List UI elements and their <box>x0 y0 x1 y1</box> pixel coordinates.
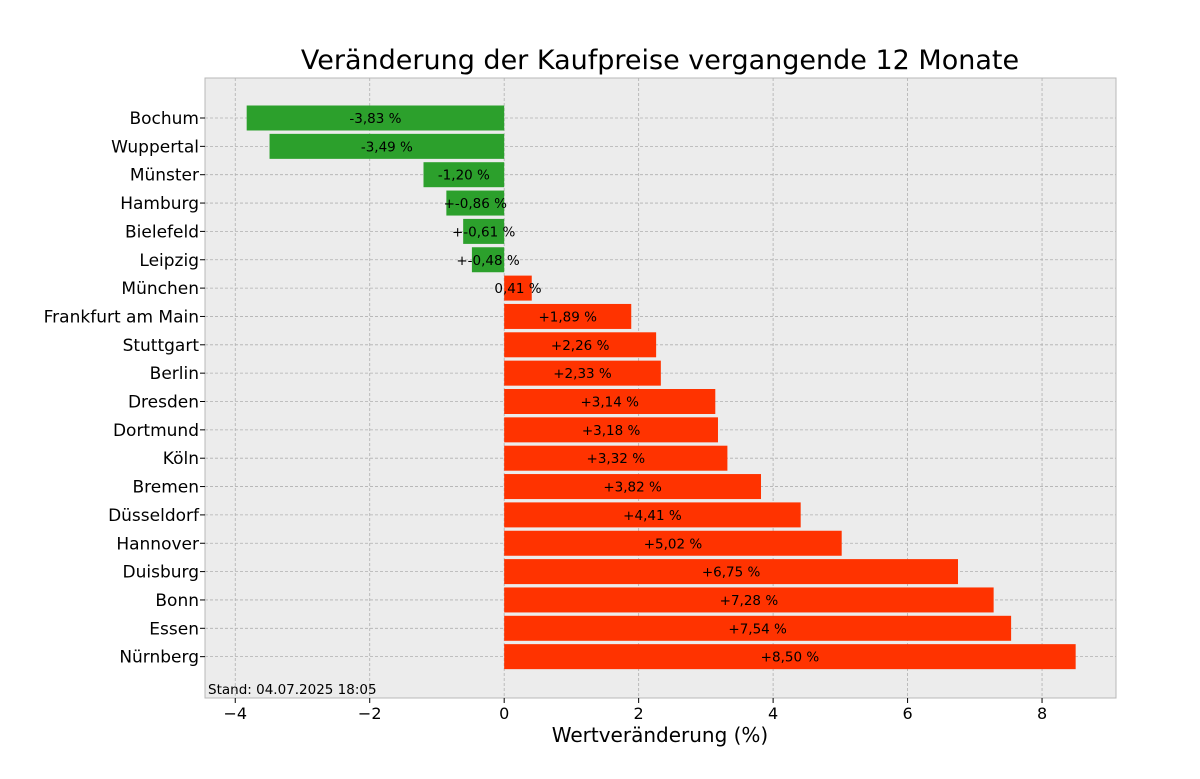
y-axis-ticks: Bochum Wuppertal Münster Hamburg Bielefeld Le… <box>44 109 205 668</box>
bar-value-label: +3,82 % <box>603 480 662 496</box>
bar <box>504 474 762 500</box>
y-tick-label: Bremen <box>132 478 199 498</box>
bar-value-label: +-0,86 % <box>444 196 508 212</box>
bar-value-label: +4,41 % <box>623 508 682 524</box>
y-tick-label: Leipzig <box>139 251 199 271</box>
y-tick-label: Bonn <box>155 591 199 611</box>
bar-value-label: +6,75 % <box>702 565 761 581</box>
bar-value-label: +-0,48 % <box>456 253 520 269</box>
y-tick-label: Bochum <box>129 109 199 129</box>
y-tick-label: Frankfurt am Main <box>44 307 199 327</box>
bar <box>504 615 1012 641</box>
bar <box>504 587 994 613</box>
y-tick-label: Bielefeld <box>125 222 199 242</box>
y-tick-label: Dortmund <box>113 421 199 441</box>
bar <box>269 133 505 159</box>
bar-value-label: +1,89 % <box>538 309 597 325</box>
bar-value-label: +5,02 % <box>644 536 703 552</box>
bar <box>504 445 728 471</box>
y-tick-label: München <box>121 279 199 299</box>
chart-title: Veränderung der Kaufpreise vergangende 1… <box>301 45 1019 76</box>
x-tick-label: −2 <box>358 704 382 723</box>
bar <box>504 303 632 329</box>
bar-value-label: -3,49 % <box>361 139 413 155</box>
bar-value-label: +2,26 % <box>551 338 610 354</box>
y-tick-label: Hannover <box>116 534 199 554</box>
bar-value-label: +7,54 % <box>728 621 787 637</box>
bar-value-label: +3,32 % <box>587 451 646 467</box>
bar <box>446 190 505 216</box>
y-tick-label: Nürnberg <box>119 648 199 668</box>
bar-labels: -3,83 % -3,49 % -1,20 % +-0,86 % +-0,61 % +-0… <box>349 111 819 666</box>
y-tick-label: Wuppertal <box>111 137 199 157</box>
y-tick-label: Essen <box>149 619 199 639</box>
x-axis-label: Wertveränderung (%) <box>552 723 769 747</box>
y-tick-label: Berlin <box>150 364 199 384</box>
bar <box>504 389 716 414</box>
bar <box>504 417 718 443</box>
bar <box>504 275 532 301</box>
bar <box>504 502 801 528</box>
bar <box>504 530 842 556</box>
y-tick-label: Duisburg <box>123 563 200 583</box>
bar-value-label: +3,18 % <box>582 423 641 439</box>
bar-value-label: +3,14 % <box>580 395 639 411</box>
timestamp-note: Stand: 04.07.2025 18:05 <box>208 682 377 698</box>
bar-value-label: +2,33 % <box>553 366 612 382</box>
bar <box>504 644 1076 670</box>
bar <box>423 162 505 188</box>
y-tick-label: Stuttgart <box>123 336 200 356</box>
y-tick-label: Hamburg <box>120 194 199 214</box>
bar <box>504 332 657 358</box>
bar-value-label: -1,20 % <box>438 168 490 184</box>
bar <box>463 218 505 244</box>
x-tick-label: 6 <box>902 704 912 723</box>
x-tick-label: −4 <box>223 704 247 723</box>
bar <box>246 105 505 131</box>
x-tick-label: 8 <box>1037 704 1047 723</box>
bar <box>504 559 959 585</box>
bar-value-label: -3,83 % <box>349 111 401 127</box>
bar-value-label: +7,28 % <box>720 593 779 609</box>
bar-value-label: 0,41 % <box>494 281 541 297</box>
y-tick-label: Düsseldorf <box>108 506 200 526</box>
y-tick-label: Köln <box>163 449 199 469</box>
x-axis-ticks: −4 −2 0 2 4 6 8 <box>223 698 1047 723</box>
bar <box>504 360 661 386</box>
x-tick-label: 0 <box>499 704 509 723</box>
y-tick-label: Dresden <box>128 393 199 413</box>
y-tick-label: Münster <box>130 166 199 186</box>
bar-value-label: +8,50 % <box>761 650 820 666</box>
bars <box>246 105 1076 670</box>
x-tick-label: 4 <box>768 704 778 723</box>
bar-value-label: +-0,61 % <box>452 224 516 240</box>
x-tick-label: 2 <box>634 704 644 723</box>
bar <box>471 247 505 273</box>
